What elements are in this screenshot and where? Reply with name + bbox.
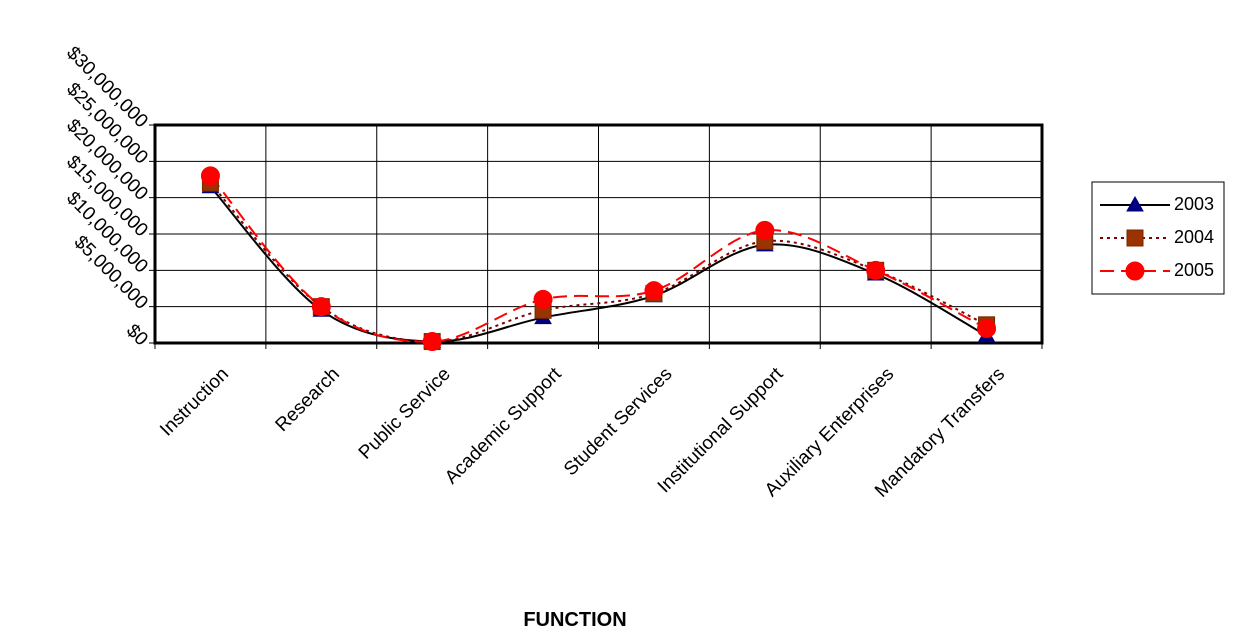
x-tick-label: Institutional Support: [654, 363, 788, 497]
x-tick-label: Research: [272, 364, 344, 436]
y-axis-ticks: $0$5,000,000$10,000,000$15,000,000$20,00…: [62, 43, 152, 351]
data-point-2005: [200, 166, 220, 186]
legend-label-2005: 2005: [1174, 260, 1214, 280]
legend-marker-2003: [1126, 195, 1144, 212]
plot-area-frame: [153, 123, 1044, 345]
legend-marker-2004: [1126, 229, 1144, 247]
data-point-2005: [311, 297, 331, 317]
x-tick-label: Instruction: [156, 364, 233, 441]
data-point-2005: [866, 260, 886, 280]
series-markers: [200, 166, 997, 352]
x-axis-ticks: Instruction Research Public ServiceAcademi…: [156, 363, 1009, 502]
data-point-2005: [977, 318, 997, 338]
legend-marker-2005: [1125, 261, 1145, 281]
legend-label-2003: 2003: [1174, 194, 1214, 214]
data-point-2005: [644, 281, 664, 301]
data-point-2005: [755, 220, 775, 240]
x-tick-label: Academic Support: [441, 363, 566, 488]
x-tick-label: Public Service: [355, 364, 455, 464]
x-tick-label: Student Services: [560, 364, 676, 480]
legend-label-2004: 2004: [1174, 227, 1214, 247]
data-point-2005: [533, 289, 553, 309]
data-point-2005: [422, 332, 442, 352]
legend: 2003 2004 2005: [1091, 181, 1225, 295]
y-tick-label: $0: [122, 320, 152, 350]
gridlines: [149, 124, 1043, 349]
x-axis-label: FUNCTION: [523, 609, 626, 628]
